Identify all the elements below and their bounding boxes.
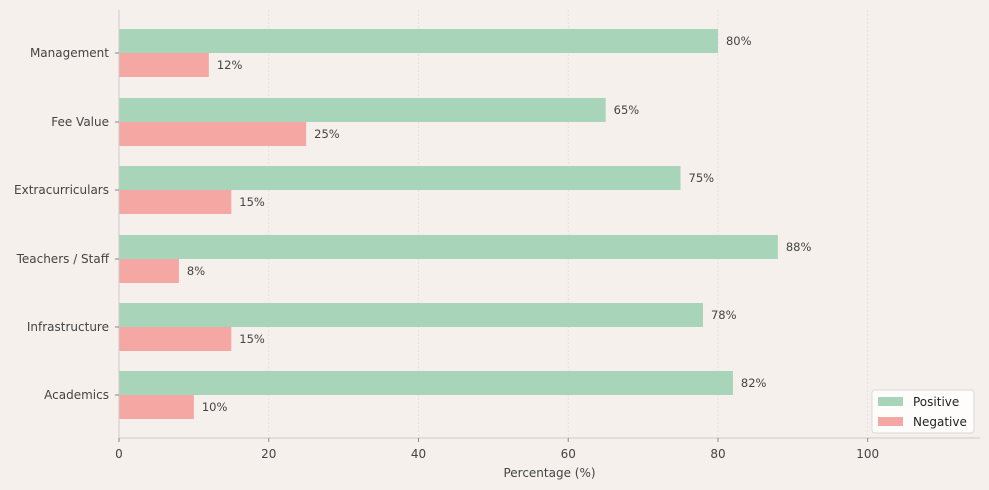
- data-label-positive-infrastructure: 78%: [711, 308, 737, 322]
- x-tick-label-100: 100: [856, 447, 879, 461]
- y-tick-label-teachers-staff: Teachers / Staff: [16, 252, 110, 266]
- x-axis-title: Percentage (%): [503, 466, 595, 480]
- data-label-positive-fee-value: 65%: [614, 103, 640, 117]
- legend-swatch-negative: [878, 417, 903, 426]
- axes: [118, 10, 980, 439]
- data-label-negative-academics: 10%: [202, 400, 228, 414]
- bar-negative-infrastructure: [119, 327, 232, 351]
- bar-positive-extracurriculars: [119, 166, 681, 190]
- grid-lines: [268, 10, 869, 438]
- x-tick-label-0: 0: [115, 447, 123, 461]
- y-tick-label-management: Management: [30, 46, 109, 60]
- bar-negative-extracurriculars: [119, 190, 232, 214]
- x-tick-label-20: 20: [261, 447, 276, 461]
- bars: 82% 10% 78% 15% 88% 8% 75% 15% 65% 25% 80% 12%: [119, 29, 811, 419]
- legend-swatch-positive: [878, 397, 903, 406]
- bar-negative-fee-value: [119, 122, 307, 146]
- x-tick-label-80: 80: [710, 447, 725, 461]
- y-tick-label-academics: Academics: [44, 388, 109, 402]
- x-tick-label-40: 40: [411, 447, 426, 461]
- legend: Positive Negative: [871, 389, 975, 434]
- data-label-negative-teachers-staff: 8%: [187, 264, 205, 278]
- legend-label-positive: Positive: [913, 395, 959, 409]
- data-label-negative-extracurriculars: 15%: [239, 195, 265, 209]
- bar-positive-academics: [119, 371, 733, 395]
- y-tick-label-fee-value: Fee Value: [51, 115, 109, 129]
- data-label-negative-fee-value: 25%: [314, 127, 340, 141]
- bar-negative-teachers-staff: [119, 259, 179, 283]
- bar-negative-academics: [119, 395, 194, 419]
- ticks: 0 20 40 60 80 100 Academics Infrastructure Teach…: [14, 46, 879, 461]
- y-tick-label-infrastructure: Infrastructure: [27, 320, 109, 334]
- x-tick-label-60: 60: [561, 447, 576, 461]
- bar-positive-fee-value: [119, 98, 606, 122]
- data-label-positive-teachers-staff: 88%: [786, 240, 812, 254]
- data-label-negative-management: 12%: [217, 58, 243, 72]
- data-label-negative-infrastructure: 15%: [239, 332, 265, 346]
- legend-label-negative: Negative: [913, 415, 967, 429]
- data-label-positive-extracurriculars: 75%: [689, 171, 715, 185]
- data-label-positive-management: 80%: [726, 34, 752, 48]
- bar-negative-management: [119, 53, 209, 77]
- bar-positive-infrastructure: [119, 303, 703, 327]
- y-tick-label-extracurriculars: Extracurriculars: [14, 183, 109, 197]
- data-label-positive-academics: 82%: [741, 376, 767, 390]
- bar-positive-teachers-staff: [119, 235, 778, 259]
- bar-positive-management: [119, 29, 718, 53]
